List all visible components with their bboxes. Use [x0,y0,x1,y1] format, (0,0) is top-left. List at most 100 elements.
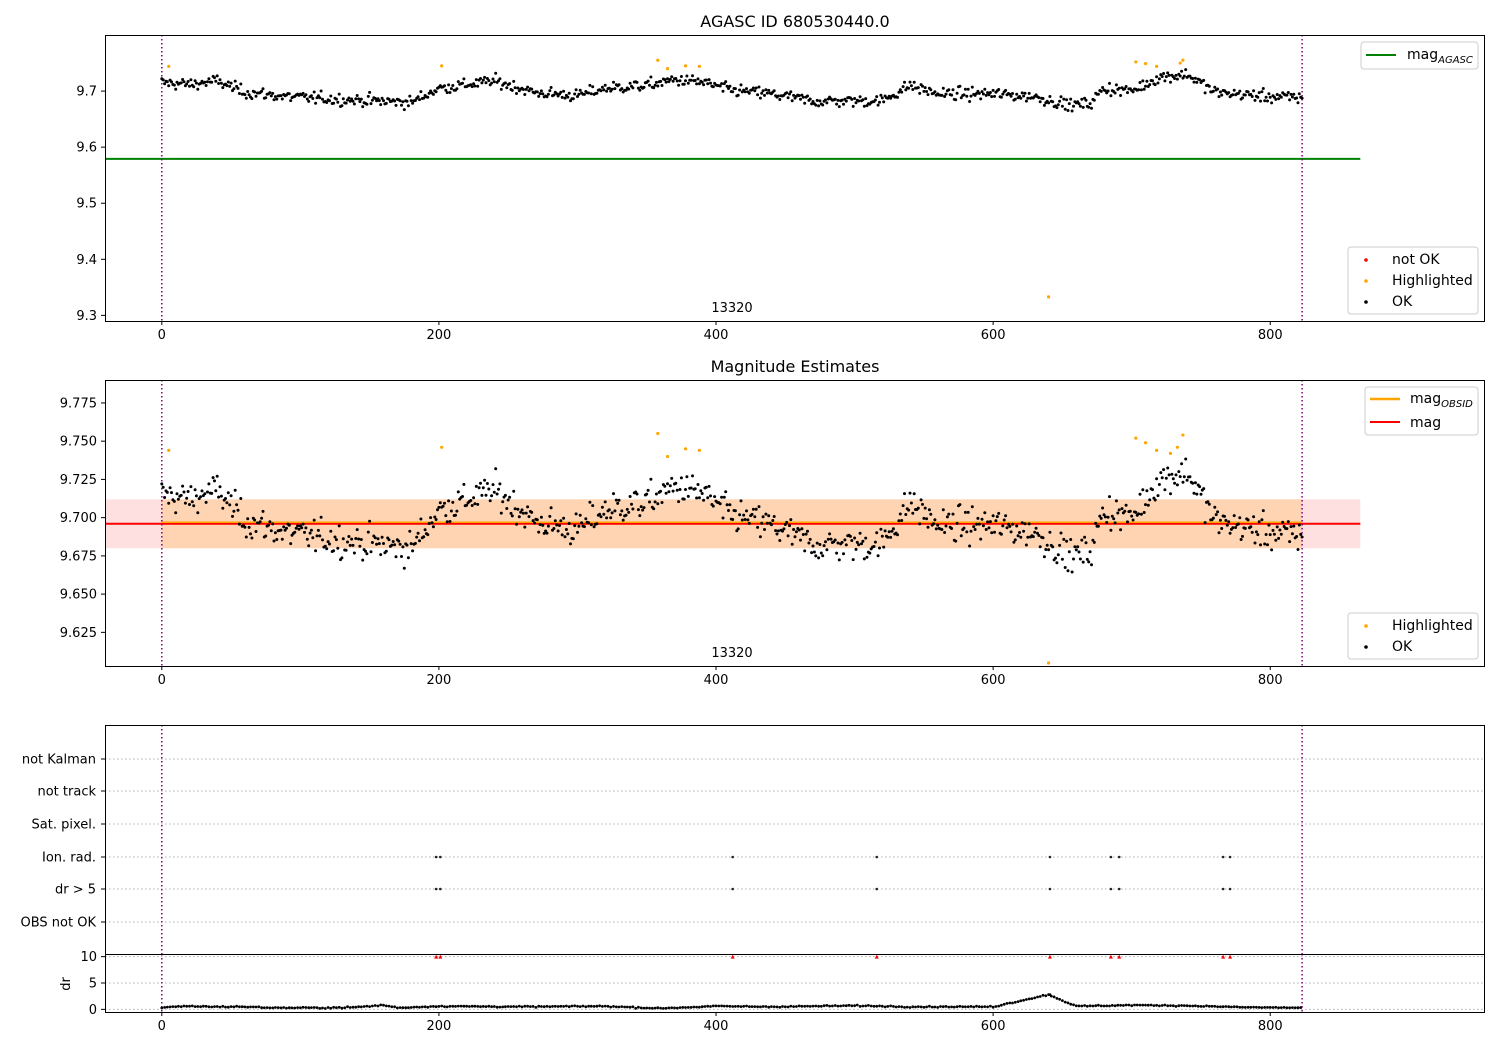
ok-point [574,88,578,92]
dr-point [373,1004,377,1007]
ok-point [793,535,797,539]
ok-point [1243,526,1247,530]
ok-point [221,86,225,90]
ok-point [1054,556,1057,560]
dr-point [553,1004,557,1008]
ok-point [524,511,528,515]
dr-point [545,1004,549,1008]
ok-point [494,71,498,75]
ok-point [855,540,859,544]
ok-point [1103,515,1107,519]
ok-point [745,509,748,513]
ok-point [1300,535,1304,539]
ok-point [434,90,438,94]
ok-point [161,78,165,82]
ok-point [1117,86,1121,90]
ok-point [348,99,352,103]
estimates-ytick-label: 9.675 [60,549,97,564]
ok-point [754,507,758,511]
ok-point [1019,96,1023,100]
ok-point [293,530,297,534]
dr-point [775,1005,779,1009]
ok-point [448,91,452,94]
ok-point [483,478,487,482]
ok-point [713,495,717,499]
ok-point [1203,521,1207,525]
dr-point [204,1004,208,1008]
legend-ok-marker [1364,300,1368,304]
ok-point [1130,514,1134,518]
highlighted-point [1181,58,1185,62]
ok-point [620,509,624,513]
ok-point [1236,91,1240,95]
ok-point [819,551,823,555]
ok-point [429,516,433,520]
highlighted-point [440,64,444,68]
dr-point [329,1006,333,1010]
dr-point [1235,1005,1239,1009]
ok-point [584,517,588,521]
ok-point [409,99,413,103]
ok-point [1224,518,1228,522]
ok-point [308,531,312,535]
dr-point [465,1004,468,1008]
ok-point [693,79,697,82]
ok-point [370,98,374,102]
dr-point [994,1005,998,1008]
ok-point [287,92,291,96]
ok-point [328,99,331,103]
ok-point [531,519,535,523]
ok-point [289,542,293,546]
dr-point [662,1007,665,1010]
ok-point [175,492,179,496]
ok-point [1018,531,1021,534]
ok-point [908,491,912,495]
ok-point [1109,528,1113,532]
ok-point [470,85,474,89]
highlighted-point [1143,441,1148,445]
dr-point [781,1005,784,1008]
ok-point [1058,99,1062,103]
ok-point [379,103,383,107]
dr-point [1033,996,1037,1000]
ok-point [1087,105,1091,109]
dr-point [351,1005,355,1009]
ok-point [213,479,216,483]
ok-point [217,82,221,85]
ok-point [836,98,840,102]
highlighted-point [1143,62,1148,66]
ok-point [370,541,374,544]
dr-point [310,1006,313,1009]
dr-point [686,1006,690,1009]
dr-point [598,1004,601,1008]
dr-point [492,1005,496,1008]
dr-point [828,1004,831,1008]
ok-point [548,89,552,93]
ok-point [1299,532,1303,536]
estimates-panel: Magnitude Estimates 0 200 400 600 8009.6259.… [60,357,1485,688]
ok-point [1041,536,1045,540]
ok-point [350,97,354,101]
flag-point [1221,887,1225,891]
ok-point [922,89,926,93]
dr-point [476,1005,480,1008]
ok-point [1160,75,1164,78]
ok-point [993,94,996,98]
ok-point [979,97,983,101]
ok-point [991,88,995,92]
ok-point [182,490,186,494]
dr-point [556,1005,560,1008]
ok-point [836,541,840,545]
ok-point [837,105,841,109]
ok-point [1072,104,1075,108]
ok-point [473,502,477,506]
ok-point [1239,538,1243,541]
highlighted-point [665,67,670,71]
ok-point [603,83,607,87]
ok-point [1164,75,1168,79]
dr-point [456,1004,460,1008]
ok-point [733,509,737,513]
dr-point [462,1004,466,1008]
ok-point [474,78,478,82]
ok-point [725,84,729,88]
